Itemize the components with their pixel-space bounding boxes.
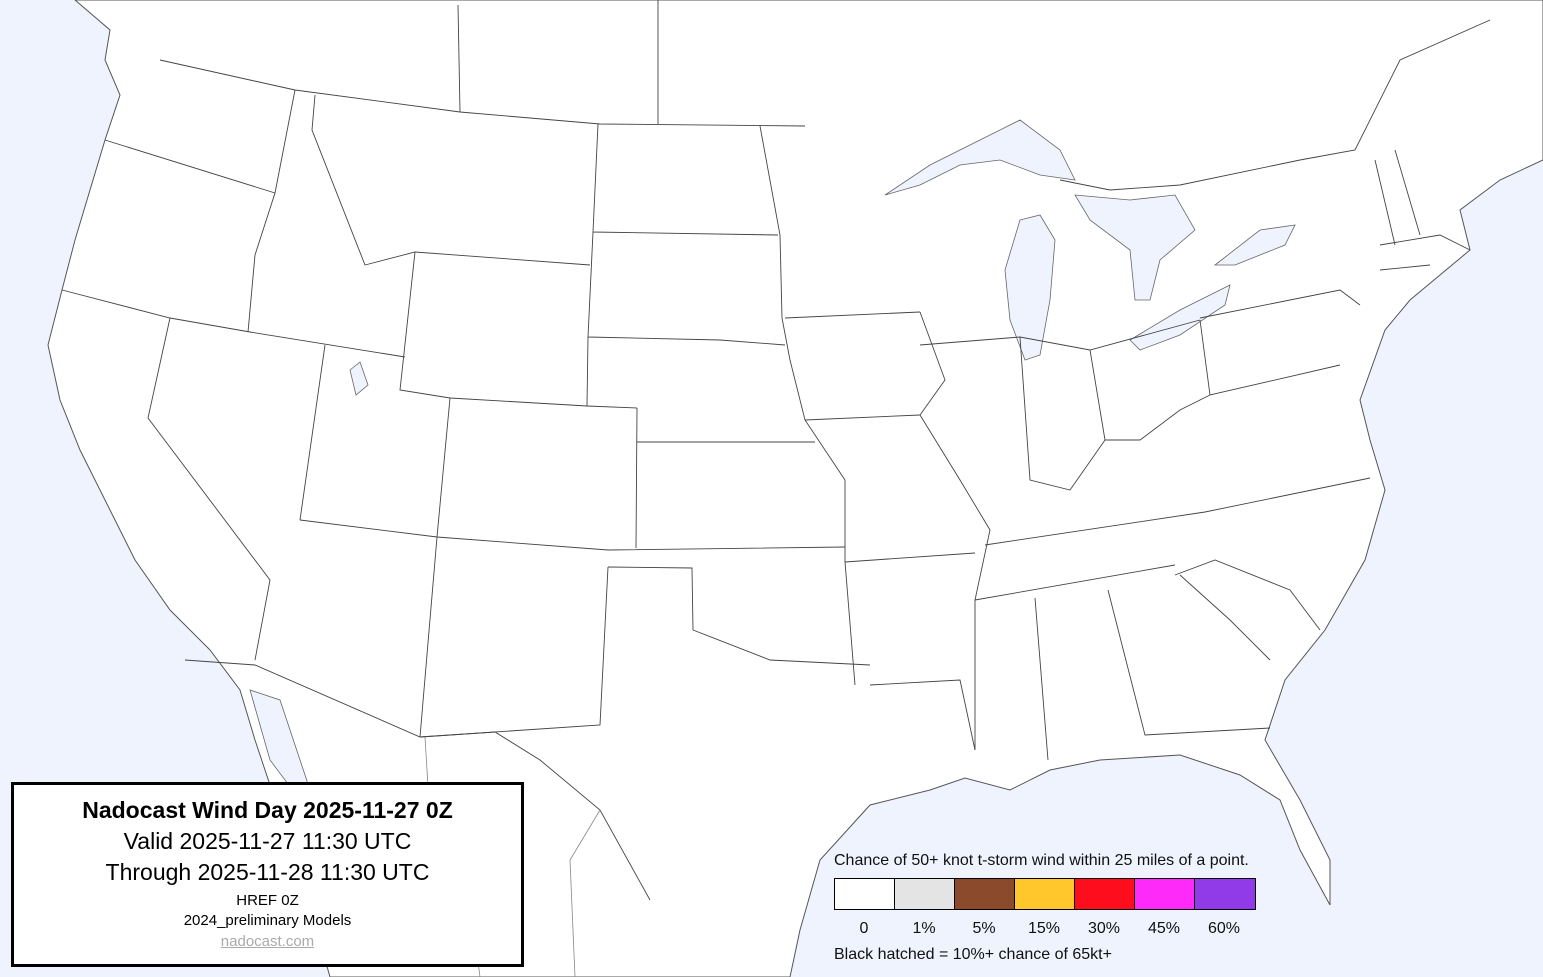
legend-label: 15% xyxy=(1027,920,1061,937)
legend-caption: Chance of 50+ knot t-storm wind within 2… xyxy=(834,852,1249,869)
hatch-note: Black hatched = 10%+ chance of 65kt+ xyxy=(834,946,1112,963)
legend-swatch-45 xyxy=(1135,879,1195,909)
probability-legend: Chance of 50+ knot t-storm wind within 2… xyxy=(834,852,1256,964)
legend-swatch-1 xyxy=(895,879,955,909)
forecast-title-box: Nadocast Wind Day 2025-11-27 0Z Valid 20… xyxy=(11,782,524,967)
legend-label: 45% xyxy=(1147,920,1181,937)
lake-erie xyxy=(1129,284,1231,351)
legend-label: 60% xyxy=(1207,920,1241,937)
model-name: HREF 0Z xyxy=(236,892,299,909)
legend-label: 5% xyxy=(972,920,996,937)
legend-swatch-0 xyxy=(835,879,895,909)
legend-label: 30% xyxy=(1087,920,1121,937)
legend-swatch-5 xyxy=(955,879,1015,909)
lake-ontario xyxy=(1213,224,1296,266)
lake-superior xyxy=(884,119,1076,196)
legend-swatch-30 xyxy=(1075,879,1135,909)
legend-color-bar xyxy=(834,878,1256,910)
models-version: 2024_preliminary Models xyxy=(183,912,352,929)
state-boundaries xyxy=(61,0,1491,901)
legend-labels: 0 1% 5% 15% 30% 45% 60% xyxy=(834,920,1254,938)
lake-michigan xyxy=(1004,214,1056,361)
legend-label: 1% xyxy=(912,920,936,937)
through-time: Through 2025-11-28 11:30 UTC xyxy=(105,859,430,885)
forecast-title: Nadocast Wind Day 2025-11-27 0Z xyxy=(82,797,453,823)
lake-huron xyxy=(1074,194,1196,301)
legend-label: 0 xyxy=(859,920,869,937)
legend-swatch-60 xyxy=(1195,879,1255,909)
great-salt-lake xyxy=(349,361,369,396)
nadocast-link[interactable]: nadocast.com xyxy=(220,933,315,950)
legend-swatch-15 xyxy=(1015,879,1075,909)
valid-time: Valid 2025-11-27 11:30 UTC xyxy=(123,828,412,854)
